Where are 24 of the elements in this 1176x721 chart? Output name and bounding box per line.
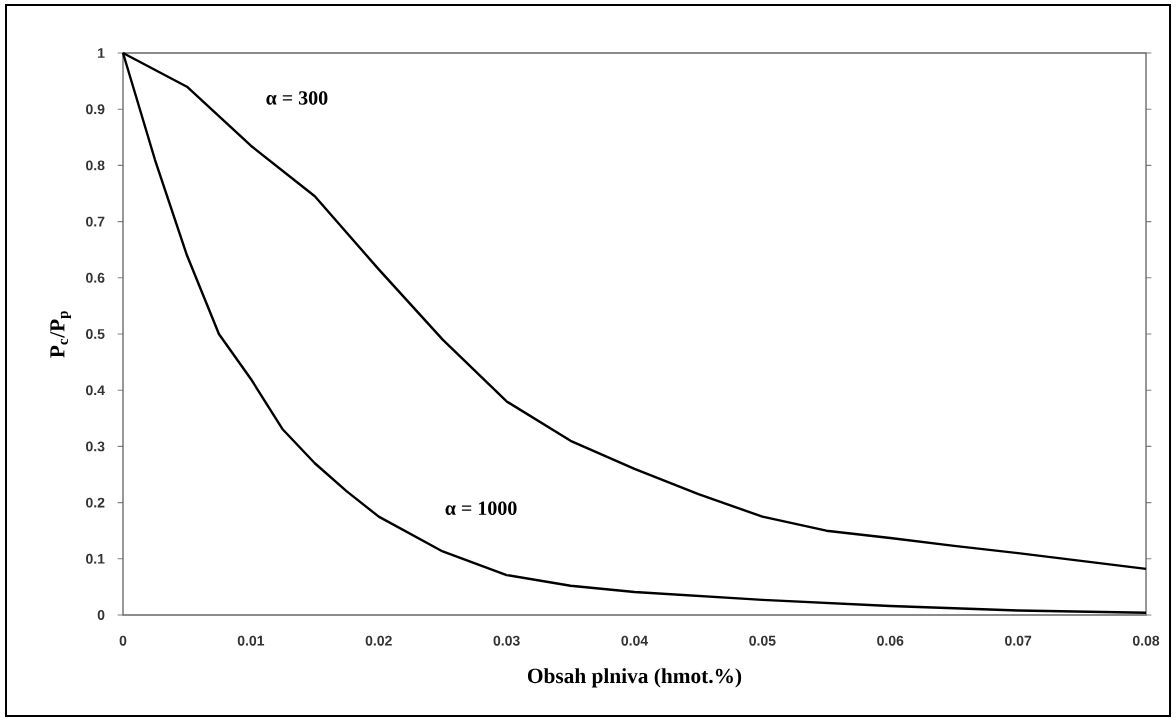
x-tick-label: 0	[119, 635, 127, 646]
y-tick-label: 0.5	[86, 329, 105, 339]
x-tick-label: 0.06	[877, 635, 904, 646]
y-tick-label: 0.8	[86, 160, 105, 171]
y-tick-label: 0.1	[86, 553, 105, 564]
x-tick-label: 0.04	[621, 635, 649, 646]
y-axis-title: P$_{c}$/P$_{p}$	[50, 311, 72, 358]
x-tick-label: 0.05	[749, 635, 776, 646]
text: α = 300	[266, 91, 328, 105]
y-tick-label: 0.9	[86, 104, 105, 115]
y-tick-label: 0.7	[86, 216, 105, 227]
y-tick-label: 1	[98, 48, 105, 58]
y-tick-label: 0.2	[86, 497, 105, 508]
y-tick-label: 0.3	[86, 441, 105, 452]
x-tick-label: 0.08	[1132, 635, 1160, 646]
y-tick-label: 0.4	[86, 385, 105, 396]
y-tick-label: 0	[97, 610, 105, 620]
y-tick-label: 0.6	[86, 272, 105, 283]
x-tick-label: 0.03	[493, 635, 520, 646]
x-tick-label: 0.01	[237, 635, 265, 646]
series-label: α = 1000	[445, 501, 517, 515]
x-axis-title: Obsah plniva (hmot.%)	[527, 668, 742, 688]
x-tick-label: 0.07	[1005, 635, 1032, 646]
x-tick-label: 0.02	[365, 635, 392, 646]
